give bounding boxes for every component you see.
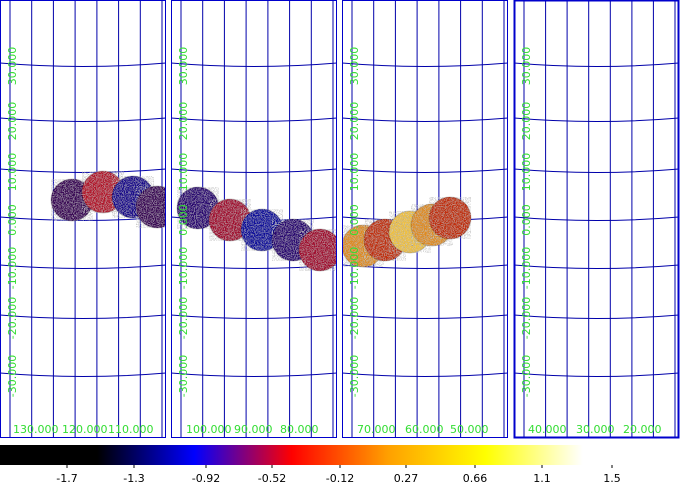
emission-texture xyxy=(177,187,219,229)
parallel-line xyxy=(342,372,508,377)
dec-label: -20.000 xyxy=(520,297,533,339)
ra-label: 80.000 xyxy=(280,423,319,436)
map-panel-3: 30.000 20.000 10.000 0.000 -10.000 -20.000 -30… xyxy=(342,0,508,438)
dec-label: -30.000 xyxy=(177,355,190,397)
dec-label: -10.000 xyxy=(520,247,533,289)
colorbar-tick-label: -0.12 xyxy=(326,472,354,485)
parallel-line xyxy=(342,314,508,319)
dec-label: 10.000 xyxy=(520,153,533,192)
dec-label: 0.000 xyxy=(6,204,19,236)
dec-label: -30.000 xyxy=(520,355,533,397)
dec-label: 0.000 xyxy=(520,204,533,236)
dec-label: 10.000 xyxy=(348,153,361,192)
dec-label: 30.000 xyxy=(520,47,533,86)
emission-texture xyxy=(299,229,337,271)
dec-label: -10.000 xyxy=(348,247,361,289)
parallel-line xyxy=(342,117,508,122)
emission-texture xyxy=(136,186,166,228)
dec-label: 30.000 xyxy=(6,47,19,86)
colorbar-strip xyxy=(0,445,680,465)
parallel-line xyxy=(514,264,679,269)
dec-label: 10.000 xyxy=(6,153,19,192)
parallel-line xyxy=(0,117,166,122)
dec-label: -20.000 xyxy=(177,297,190,339)
colorbar-tick-label: 0.66 xyxy=(463,472,488,485)
colorbar-tick-label: -1.3 xyxy=(123,472,144,485)
parallel-line xyxy=(171,168,337,173)
parallel-line xyxy=(171,62,337,67)
dec-label: -30.000 xyxy=(6,355,19,397)
parallel-line xyxy=(0,168,166,173)
panel-frame xyxy=(342,0,508,438)
ra-label: 120.000 xyxy=(62,423,108,436)
parallel-line xyxy=(0,372,166,377)
parallel-line xyxy=(171,117,337,122)
colorbar: -1.7 -1.3 -0.92 -0.52 -0.12 0.27 0.66 1.1 1.5 xyxy=(0,445,680,485)
colorbar-tick-label: 1.1 xyxy=(533,472,551,485)
parallel-line xyxy=(0,314,166,319)
parallel-line xyxy=(0,264,166,269)
ra-label: 40.000 xyxy=(528,423,567,436)
dec-label: -10.000 xyxy=(177,247,190,289)
parallel-line xyxy=(514,314,679,319)
parallel-line xyxy=(342,168,508,173)
dec-label: 20.000 xyxy=(177,102,190,141)
parallel-line xyxy=(514,168,679,173)
dec-label: 0.000 xyxy=(177,204,190,236)
colorbar-tick-label: -1.7 xyxy=(56,472,77,485)
parallel-line xyxy=(514,117,679,122)
ra-label: 60.000 xyxy=(405,423,444,436)
dec-label: -20.000 xyxy=(348,297,361,339)
parallel-line xyxy=(0,62,166,67)
ra-label: 90.000 xyxy=(234,423,273,436)
ra-label: 30.000 xyxy=(576,423,615,436)
emission-texture xyxy=(429,197,471,239)
dec-label: 0.000 xyxy=(348,204,361,236)
dec-label: -10.000 xyxy=(6,247,19,289)
parallel-line xyxy=(514,62,679,67)
dec-label: 20.000 xyxy=(520,102,533,141)
colorbar-tick-label: -0.92 xyxy=(192,472,220,485)
ra-label: 100.000 xyxy=(186,423,232,436)
ra-label: 20.000 xyxy=(623,423,662,436)
dec-label: 20.000 xyxy=(348,102,361,141)
parallel-line xyxy=(514,372,679,377)
parallel-line xyxy=(514,216,679,221)
colorbar-tick-label: 0.27 xyxy=(394,472,419,485)
panel-frame xyxy=(513,0,680,439)
ra-label: 130.000 xyxy=(13,423,59,436)
panel-frame xyxy=(171,0,337,438)
dec-label: 30.000 xyxy=(177,47,190,86)
ra-label: 50.000 xyxy=(450,423,489,436)
colorbar-tick-label: -0.52 xyxy=(258,472,286,485)
panel-frame xyxy=(0,0,166,438)
map-panel-1: 30.000 20.000 10.000 0.000 -10.000 -20.000 -30… xyxy=(0,0,166,438)
map-panel-2: 30.000 20.000 10.000 0.000 -10.000 -20.000 -30… xyxy=(171,0,337,438)
ra-label: 110.000 xyxy=(108,423,154,436)
parallel-line xyxy=(171,314,337,319)
dec-label: -30.000 xyxy=(348,355,361,397)
colorbar-tick-label: 1.5 xyxy=(603,472,621,485)
map-panel-4: 30.000 20.000 10.000 0.000 -10.000 -20.000 -30… xyxy=(513,0,680,439)
dec-label: 30.000 xyxy=(348,47,361,86)
dec-label: 10.000 xyxy=(177,153,190,192)
dec-label: -20.000 xyxy=(6,297,19,339)
parallel-line xyxy=(171,372,337,377)
dec-label: 20.000 xyxy=(6,102,19,141)
ra-label: 70.000 xyxy=(357,423,396,436)
parallel-line xyxy=(342,62,508,67)
emission-texture xyxy=(209,199,251,241)
